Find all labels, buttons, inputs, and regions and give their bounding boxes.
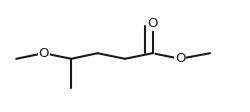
Text: O: O	[38, 47, 49, 60]
Text: O: O	[175, 52, 185, 65]
Text: O: O	[147, 17, 158, 30]
